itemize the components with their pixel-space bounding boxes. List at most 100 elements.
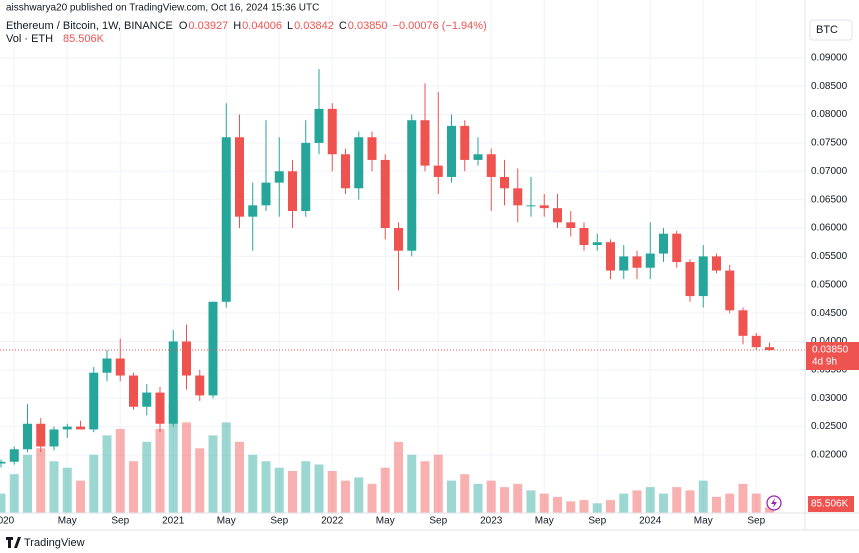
y-tick-label: 0.04000 [811, 336, 848, 347]
candle-body [367, 137, 377, 160]
ohlc-value: 0.03842 [294, 20, 334, 32]
volume-bar [89, 454, 99, 513]
volume-value: 85.506K [63, 33, 105, 45]
candle-body [327, 108, 337, 155]
volume-bar [526, 490, 536, 513]
candle-body [579, 228, 589, 246]
candle-body [685, 262, 695, 297]
ohlc-value: 0.03850 [348, 20, 388, 32]
volume-bar [407, 454, 417, 513]
volume-bar [235, 441, 244, 513]
ohlc-value: 0.03927 [188, 20, 228, 32]
x-tick-label: Sep [270, 516, 288, 527]
volume-bar [221, 422, 231, 513]
volume-bar [566, 501, 576, 513]
candle-body [659, 233, 668, 254]
candle-body [486, 154, 496, 177]
candle-body [619, 256, 629, 271]
volume-bar [420, 461, 430, 513]
volume-bar [500, 487, 509, 513]
volume-bar [36, 448, 46, 513]
candle-body [526, 205, 536, 207]
volume-bar [314, 464, 324, 513]
candle-body [606, 242, 615, 271]
candle-body [76, 426, 85, 430]
currency-box[interactable] [809, 19, 853, 41]
volume-bar [115, 428, 125, 513]
candle-layer [0, 69, 805, 468]
y-tick-label: 0.05000 [811, 279, 848, 290]
volume-bar [698, 480, 708, 513]
volume-bar [765, 507, 774, 513]
candle-body [354, 137, 364, 189]
x-tick-label: 020 [0, 516, 15, 527]
volume-bar [579, 500, 589, 513]
x-tick-label: May [376, 516, 395, 527]
y-tick-label: 0.05500 [811, 251, 848, 262]
x-tick-label: 2024 [639, 516, 662, 527]
volume-bar [513, 483, 523, 513]
volume-bar [208, 435, 218, 513]
ohlc-key: C [339, 20, 347, 32]
candle-body [274, 171, 284, 183]
volume-bar [354, 477, 364, 513]
brand: TradingView [24, 537, 85, 549]
candle-body [182, 341, 191, 376]
candle-body [539, 205, 549, 209]
candle-body [394, 228, 403, 251]
author-line: aisshwarya20 published on TradingView.co… [6, 3, 319, 14]
candle-body [142, 392, 152, 407]
candle-body [738, 310, 748, 336]
candle-body [712, 256, 721, 271]
x-tick-label: May [58, 516, 77, 527]
volume-bar [301, 461, 311, 513]
volume-badge-value: 85.506K [811, 499, 849, 510]
candle-body [129, 375, 138, 407]
y-tick-label: 0.03000 [811, 393, 848, 404]
y-tick-label: 0.06000 [811, 223, 848, 234]
candle-body [447, 125, 456, 177]
legend-header: Ethereum / Bitcoin, 1W, BINANCE O 0.03927… [6, 20, 487, 32]
candle-body [235, 137, 244, 217]
last-price: 0.03850 [812, 345, 849, 356]
candle-body [0, 461, 6, 464]
candle-body [49, 429, 59, 447]
candle-body [208, 301, 218, 396]
candle-body [698, 256, 708, 297]
ohlc-key: H [233, 20, 241, 32]
volume-bar [9, 474, 19, 513]
change: −0.00076 (−1.94%) [393, 20, 487, 32]
candle-body [407, 120, 417, 251]
candle-body [513, 188, 523, 206]
volume-bar [62, 467, 72, 513]
candle-body [460, 125, 470, 160]
candle-body [473, 154, 483, 160]
volume-bar [460, 474, 470, 513]
volume-bar [288, 470, 297, 513]
volume-bar [619, 493, 629, 513]
countdown: 4d 9h [812, 357, 837, 368]
volume-bar [394, 441, 403, 513]
candle-body [195, 375, 205, 396]
candle-body [168, 341, 178, 424]
y-tick-label: 0.08500 [811, 81, 848, 92]
volume-bar [738, 483, 748, 513]
x-tick-label: Sep [747, 516, 765, 527]
volume-bar [261, 461, 271, 513]
candle-body [102, 358, 112, 373]
volume-bar [606, 500, 615, 513]
volume-bar [274, 467, 284, 513]
candle-body [36, 423, 46, 447]
candle-body [553, 208, 562, 223]
candle-body [221, 137, 231, 302]
x-tick-label: 2021 [162, 516, 185, 527]
axis-layer: 0.020000.025000.030000.035000.040000.045… [0, 52, 848, 526]
candle-body [89, 372, 99, 430]
y-tick-label: 0.02000 [811, 450, 848, 461]
candle-body [341, 154, 350, 189]
volume-bar [380, 467, 390, 513]
ohlc-key: O [179, 20, 188, 32]
y-tick-label: 0.06500 [811, 194, 848, 205]
x-tick-label: May [217, 516, 236, 527]
